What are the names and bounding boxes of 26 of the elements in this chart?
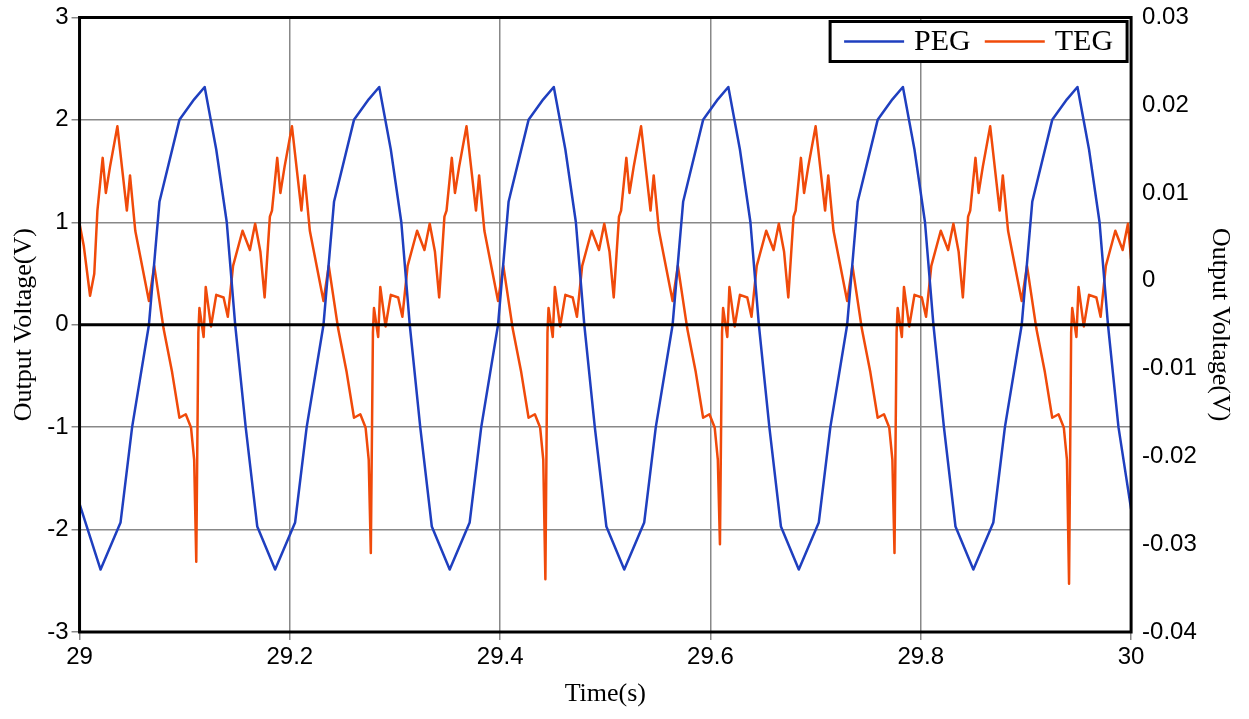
y2-tick-label: -0.02 — [1142, 441, 1197, 469]
x-tick-label: 29.2 — [266, 642, 314, 670]
x-tick-label: 29.4 — [476, 642, 524, 670]
y-tick-label: -3 — [47, 616, 69, 644]
y-tick-label: -2 — [47, 514, 69, 542]
x-tick-label: 29.6 — [687, 642, 734, 670]
y-tick-label: 3 — [55, 2, 69, 30]
y2-tick-label: 0.03 — [1142, 2, 1189, 30]
y-tick-label: 2 — [55, 104, 69, 132]
legend-label: TEG — [1054, 23, 1114, 57]
x-tick-label: 29 — [66, 642, 93, 670]
x-axis-title: Time(s) — [564, 678, 647, 708]
y2-tick-label: -0.03 — [1142, 528, 1197, 556]
y2-axis-title: Output Voltage(V) — [1206, 228, 1236, 422]
legend-label: PEG — [914, 23, 971, 57]
y2-tick-label: 0 — [1142, 265, 1156, 293]
y-tick-label: 0 — [55, 309, 69, 337]
x-tick-label: 29.8 — [897, 642, 945, 670]
y-tick-label: -1 — [47, 411, 69, 439]
y2-tick-label: -0.04 — [1142, 616, 1197, 644]
y2-tick-label: -0.01 — [1142, 353, 1197, 381]
y2-tick-label: 0.01 — [1142, 177, 1189, 205]
y2-tick-label: 0.02 — [1142, 89, 1189, 117]
y-axis-title: Output Voltage(V) — [8, 228, 38, 422]
x-tick-label: 30 — [1117, 642, 1145, 670]
y-tick-label: 1 — [55, 206, 69, 234]
